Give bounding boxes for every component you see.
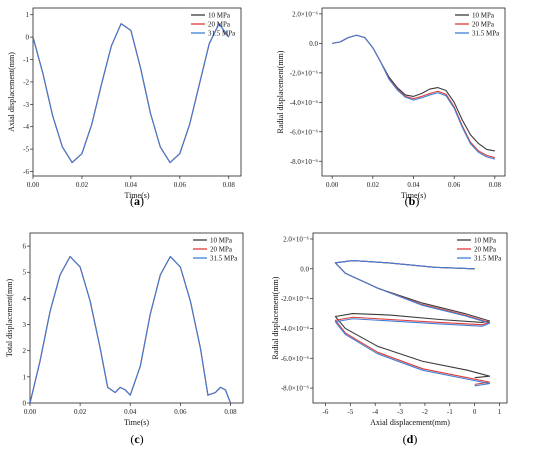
- y-tick-label: -3: [23, 101, 29, 109]
- x-tick-label: 0.00: [326, 181, 339, 189]
- y-tick-label: -4.0×10⁻⁶: [290, 99, 319, 107]
- y-tick-label: 2.0×10⁻⁶: [292, 10, 318, 18]
- panel-label: (b): [405, 194, 420, 208]
- y-tick-label: -8.0×10⁻⁶: [290, 158, 319, 166]
- x-tick-label: 0.06: [448, 181, 461, 189]
- chart-panel-a: 0.00 0.02 0.04 0.06 0.08 1 0 -1 -2 -3 -4 -5 -6 Time(s…: [7, 7, 242, 208]
- y-axis-label: Axial displacement(mm): [7, 52, 16, 132]
- series-line-31-5-mpa: [334, 260, 491, 387]
- x-tick-label: 0.02: [74, 408, 87, 416]
- x-tick-label: 0.00: [27, 181, 40, 189]
- chart-panel-c: 0.00 0.02 0.04 0.06 0.08 0 1 2 3 4 5 6 Time(s) Total …: [5, 232, 244, 446]
- y-axis-label: Radial displacement(mm): [276, 50, 285, 133]
- x-tick-label: 0.04: [124, 408, 137, 416]
- legend-entry: 31.5 MPa: [208, 30, 236, 38]
- y-tick-label: 1: [23, 373, 27, 381]
- legend-entry: 10 MPa: [208, 12, 231, 20]
- x-tick-label: -2: [422, 408, 428, 416]
- x-tick-label: -4: [372, 408, 378, 416]
- x-tick-label: 0.06: [174, 408, 187, 416]
- y-tick-label: 2.0×10⁻⁶: [283, 235, 309, 243]
- plot-frame: [29, 232, 244, 404]
- y-tick-label: 6: [23, 243, 27, 251]
- x-tick-label: 0.02: [367, 181, 380, 189]
- x-tick-label: 1: [498, 408, 502, 416]
- y-axis-label: Total displacement(mm): [5, 279, 14, 358]
- y-tick-label: -1: [23, 56, 29, 64]
- x-tick-label: 0.00: [24, 408, 37, 416]
- x-tick-label: -5: [347, 408, 353, 416]
- y-tick-label: 0.0: [300, 265, 309, 273]
- panel-label: (a): [130, 194, 144, 208]
- x-tick-label: 0.04: [407, 181, 420, 189]
- y-tick-label: -6: [23, 168, 29, 176]
- x-tick-label: 0.06: [174, 181, 187, 189]
- x-axis-label: Time(s): [401, 191, 426, 200]
- y-tick-label: -2: [23, 78, 29, 86]
- y-tick-label: 2: [23, 347, 27, 355]
- x-tick-label: 0.04: [125, 181, 138, 189]
- y-tick-label: 1: [26, 11, 30, 19]
- y-tick-label: -2.0×10⁻⁶: [290, 69, 319, 77]
- series-line-31-5-mpa: [33, 23, 230, 164]
- series-line-20-mpa: [30, 255, 231, 403]
- y-tick-label: 3: [23, 321, 27, 329]
- y-tick-label: 0.0: [309, 40, 318, 48]
- y-tick-label: -4: [23, 123, 29, 131]
- chart-panel-d: -6 -5 -4 -3 -2 -1 0 1 2.0×10⁻⁶ 0.0 -2.0×10⁻⁶ -4.0×1…: [271, 232, 508, 446]
- x-tick-label: 0.08: [489, 181, 502, 189]
- y-axis-label: Radial displacement(mm): [271, 276, 280, 359]
- series-line-10-mpa: [332, 34, 495, 152]
- y-tick-label: -8.0×10⁻⁶: [281, 385, 310, 393]
- legend-entry: 10 MPa: [210, 237, 233, 245]
- x-axis-label: Time(s): [124, 191, 149, 200]
- y-tick-label: 0: [23, 400, 27, 408]
- x-tick-label: 0.08: [224, 408, 237, 416]
- x-tick-label: 0: [473, 408, 477, 416]
- chart-panel-b: 0.00 0.02 0.04 0.06 0.08 2.0×10⁻⁶ 0.0 -2.0×10⁻⁶…: [276, 7, 506, 208]
- legend-entry: 10 MPa: [474, 237, 497, 245]
- plot-frame: [32, 7, 242, 177]
- legend-entry: 31.5 MPa: [472, 30, 500, 38]
- legend-entry: 20 MPa: [474, 246, 497, 254]
- series-line-20-mpa: [33, 23, 230, 164]
- panel-label: (c): [130, 432, 143, 446]
- y-tick-label: -6.0×10⁻⁶: [281, 355, 310, 363]
- legend-entry: 10 MPa: [472, 12, 495, 20]
- y-tick-label: -4.0×10⁻⁶: [281, 325, 310, 333]
- y-tick-label: 5: [23, 269, 27, 277]
- x-tick-label: -6: [323, 408, 329, 416]
- legend-entry: 31.5 MPa: [210, 255, 238, 263]
- panel-label: (d): [403, 432, 418, 446]
- y-tick-label: -5: [23, 146, 29, 154]
- x-axis-label: Time(s): [124, 418, 149, 427]
- series-line-10-mpa: [33, 23, 230, 164]
- legend-entry: 20 MPa: [210, 246, 233, 254]
- series-line-31-5-mpa: [30, 255, 231, 403]
- x-tick-label: -1: [447, 408, 453, 416]
- y-tick-label: -6.0×10⁻⁶: [290, 128, 319, 136]
- x-tick-label: 0.02: [76, 181, 89, 189]
- y-tick-label: 0: [26, 34, 30, 42]
- y-tick-label: -2.0×10⁻⁶: [281, 295, 310, 303]
- legend-entry: 20 MPa: [208, 21, 231, 29]
- plot-frame: [312, 232, 508, 404]
- x-tick-label: -3: [397, 408, 403, 416]
- x-tick-label: 0.08: [223, 181, 236, 189]
- series-line-31-5-mpa: [332, 34, 495, 160]
- x-axis-label: Axial displacement(mm): [370, 418, 450, 427]
- y-tick-label: 4: [23, 295, 27, 303]
- legend-entry: 31.5 MPa: [474, 255, 502, 263]
- series-line-10-mpa: [30, 255, 231, 403]
- legend-entry: 20 MPa: [472, 21, 495, 29]
